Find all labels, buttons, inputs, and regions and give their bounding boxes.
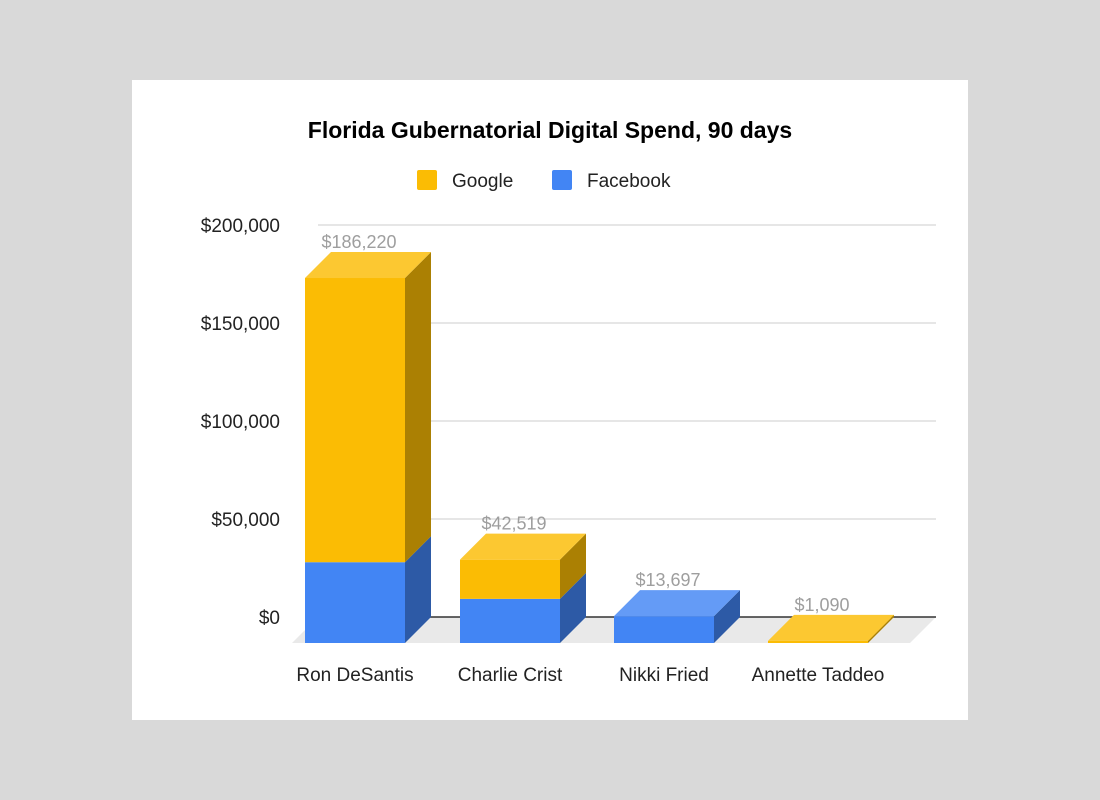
total-label: $13,697 <box>635 570 700 590</box>
y-tick-label: $150,000 <box>201 314 280 335</box>
bar-google-side <box>868 614 894 643</box>
bar-facebook-side <box>560 572 586 643</box>
bar-google-front <box>768 640 868 643</box>
x-tick-label: Ron DeSantis <box>296 665 413 686</box>
bar-facebook-side <box>714 590 740 643</box>
bar-google-top <box>460 533 586 560</box>
y-tick-label: $50,000 <box>211 510 280 531</box>
bar-group: $1,090 <box>768 595 894 643</box>
total-label: $42,519 <box>481 514 546 534</box>
bar-group: $42,519 <box>460 514 586 643</box>
y-tick-label: $100,000 <box>201 412 280 433</box>
legend: Google Facebook <box>417 170 671 192</box>
bar-google-top <box>768 614 894 641</box>
legend-label-google: Google <box>452 171 513 192</box>
y-axis: $0 $50,000 $100,000 $150,000 $200,000 <box>201 216 936 643</box>
bar-facebook-front <box>305 562 405 643</box>
legend-label-facebook: Facebook <box>587 171 671 192</box>
bar-facebook-top <box>614 590 740 617</box>
bar-google-side <box>405 252 431 563</box>
x-tick-label: Charlie Crist <box>458 665 563 686</box>
chart-card: Florida Gubernatorial Digital Spend, 90 … <box>132 80 968 720</box>
bar-google-front <box>460 559 560 599</box>
bar-facebook-front <box>460 598 560 643</box>
y-tick-label: $200,000 <box>201 216 280 237</box>
legend-swatch-facebook <box>552 170 572 190</box>
bar-group: $186,220 <box>305 232 431 643</box>
bar-google-top <box>305 252 431 279</box>
x-tick-label: Annette Taddeo <box>752 665 885 686</box>
bar-chart: Florida Gubernatorial Digital Spend, 90 … <box>201 117 936 686</box>
bar-google-front <box>305 278 405 563</box>
total-label: $186,220 <box>321 232 396 252</box>
total-label: $1,090 <box>794 595 849 615</box>
bar-group: $13,697 <box>614 570 740 643</box>
legend-swatch-google <box>417 170 437 190</box>
bars: $186,220 $42,519 $13,697 $1,090 <box>305 232 894 643</box>
bar-google-side <box>560 533 586 599</box>
bar-facebook-side <box>405 536 431 643</box>
x-axis: Ron DeSantis Charlie Crist Nikki Fried Anne… <box>296 665 884 686</box>
x-tick-label: Nikki Fried <box>619 665 709 686</box>
y-tick-label: $0 <box>259 608 280 629</box>
bar-facebook-front <box>614 616 714 643</box>
chart-title: Florida Gubernatorial Digital Spend, 90 … <box>308 117 792 143</box>
